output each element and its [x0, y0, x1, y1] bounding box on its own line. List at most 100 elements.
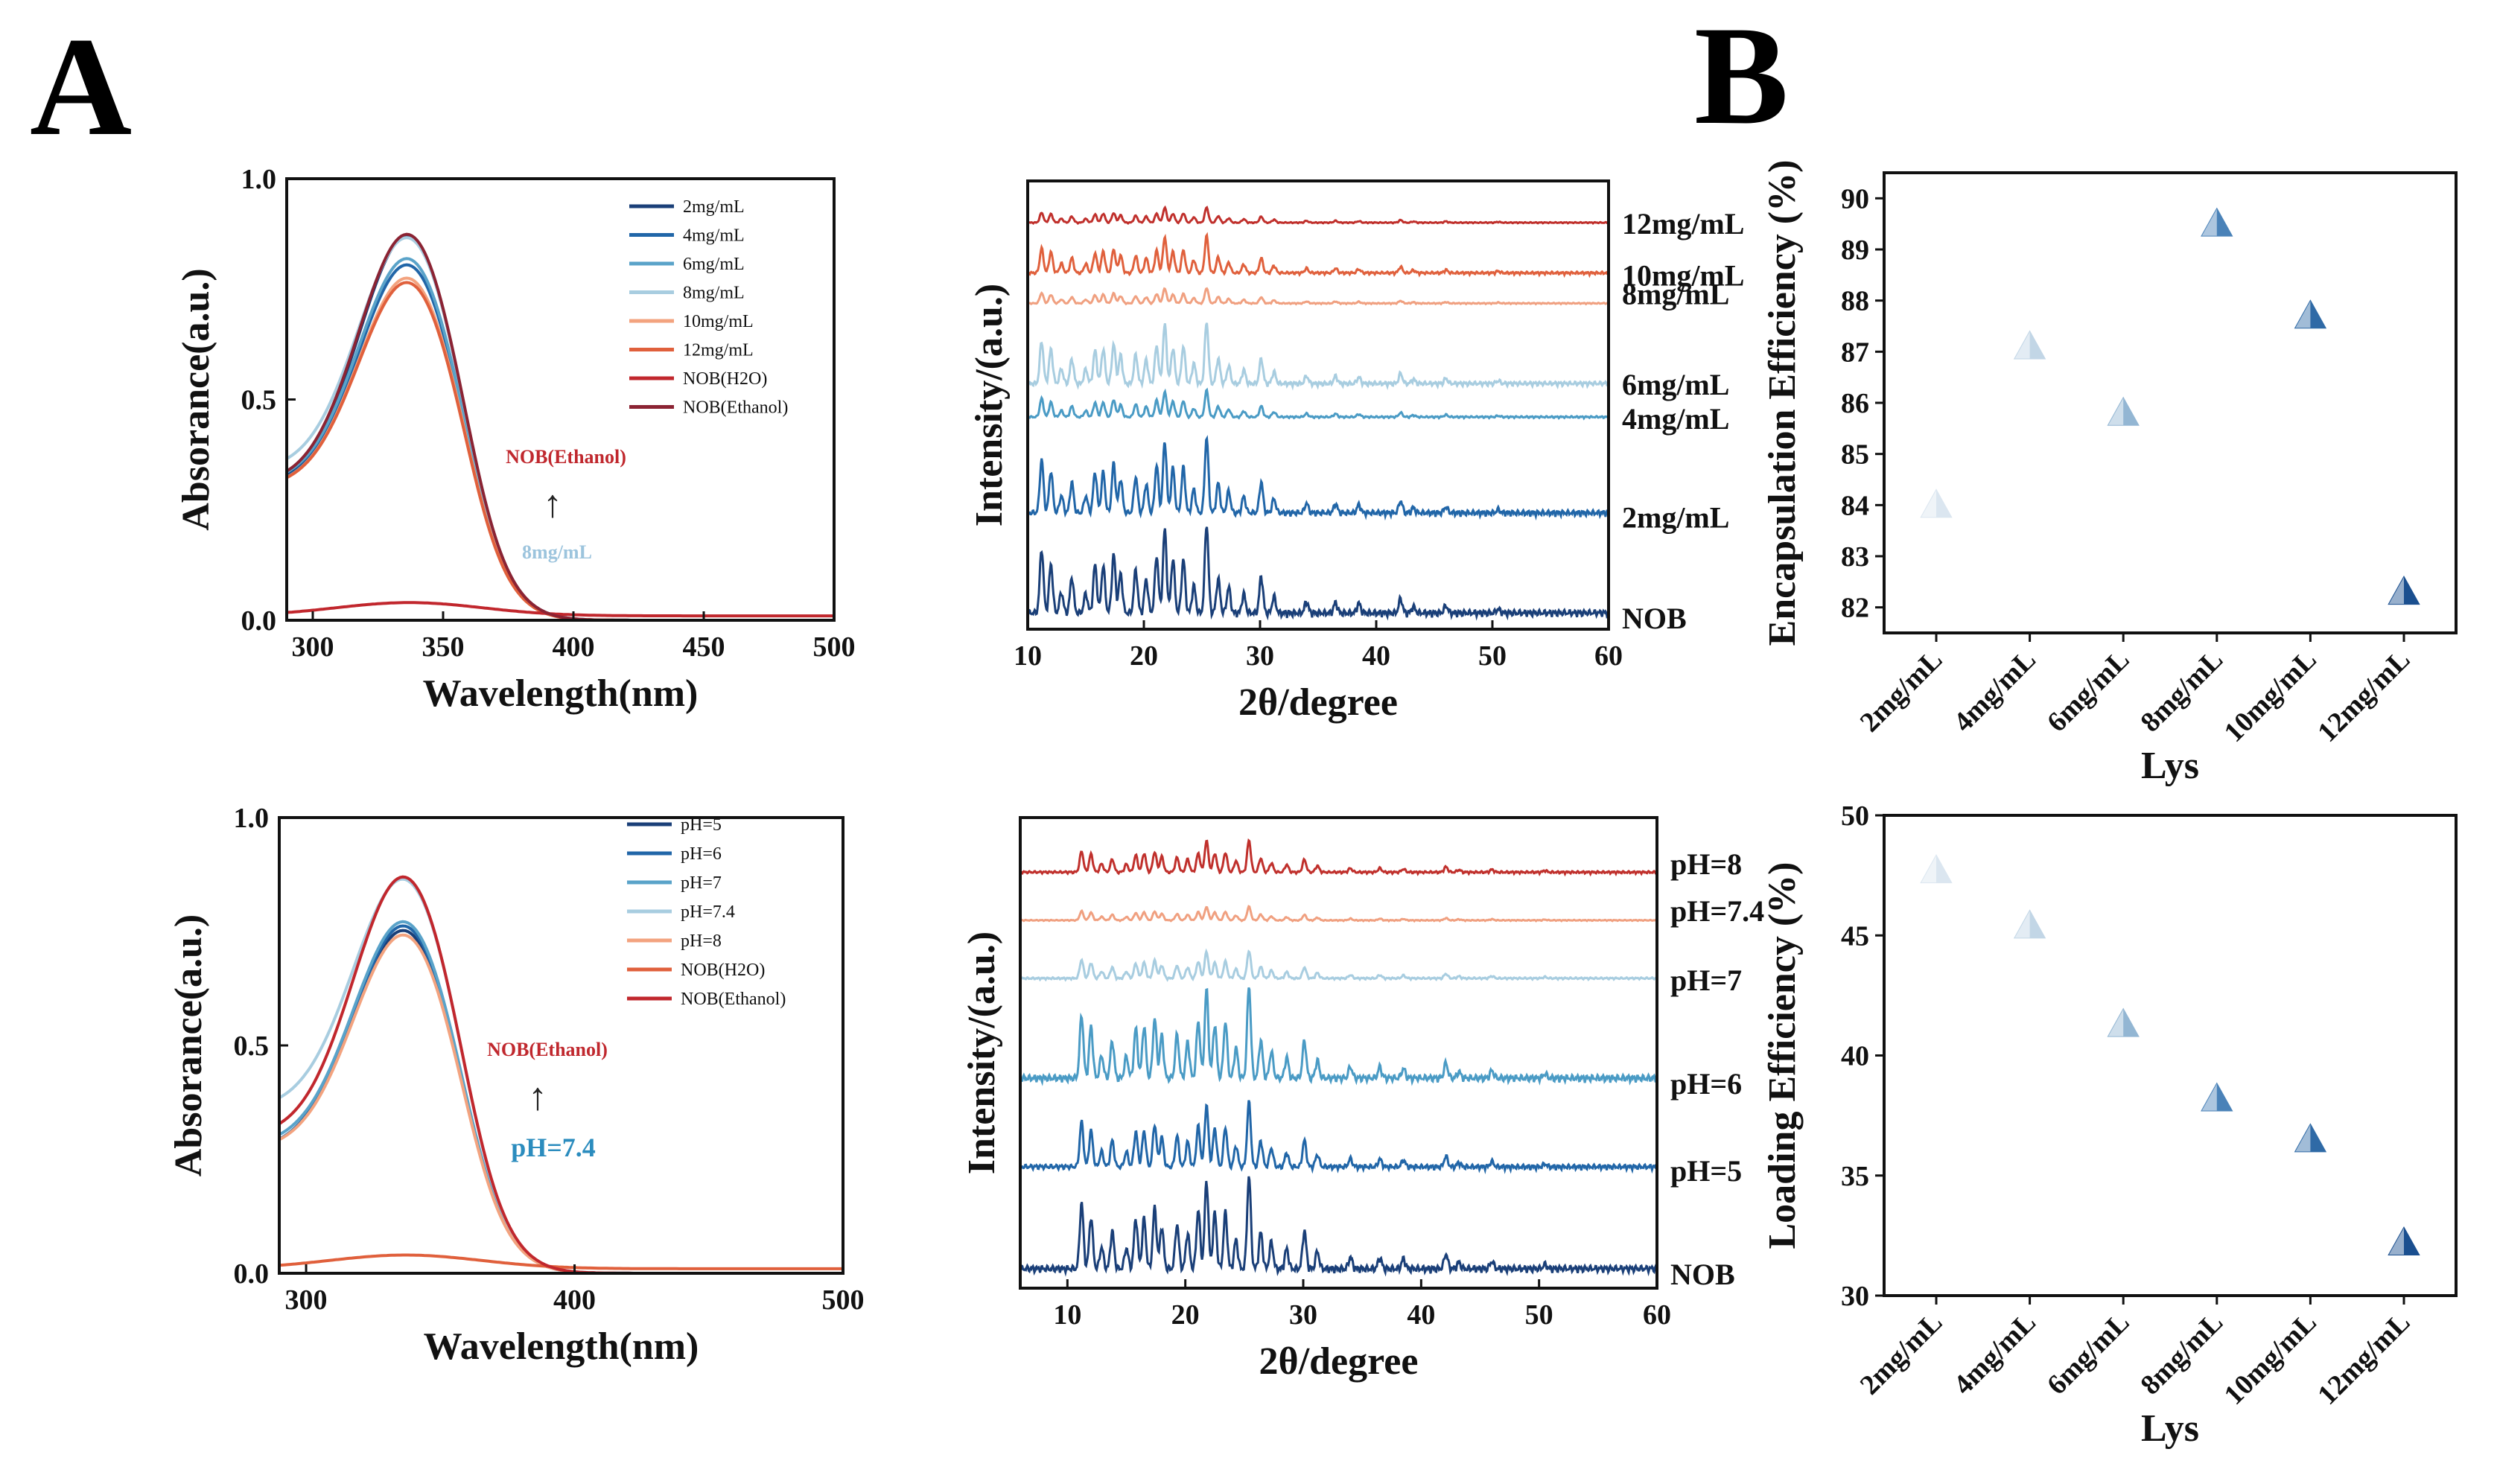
plot-frame [1883, 171, 2458, 634]
series-line-nob [1019, 1176, 1658, 1277]
encapsulation-efficiency-chart: 82 83 84 85 86 87 88 89 90 2mg/mL4mg/mL6mg/mL8mg/… [1761, 160, 2458, 787]
x-axis-title: Wavelength(nm) [423, 672, 699, 715]
y-tick-label: 83 [1841, 541, 1869, 573]
data-point-highlight [2201, 208, 2217, 236]
data-point-highlight [2389, 1228, 2404, 1255]
legend-label-6mg-ml: 6mg/mL [683, 255, 745, 274]
data-point-highlight [2295, 301, 2311, 328]
legend-label-nob-h2o: NOB(H2O) [681, 961, 765, 980]
legend-label-ph-5: pH=5 [681, 815, 722, 835]
x-tick-label: 40 [1362, 640, 1390, 672]
x-tick-label: 10mg/mL [2218, 644, 2323, 748]
x-tick-label: 60 [1594, 640, 1623, 672]
data-point-8mg-ml [2201, 1082, 2233, 1112]
series-line-8mg-ml [1027, 287, 1609, 306]
data-point-10mg-ml [2294, 1123, 2327, 1153]
y-tick-label: 90 [1841, 183, 1869, 214]
y-tick-label: 89 [1841, 235, 1869, 266]
loading-efficiency-chart: 30 35 40 45 50 2mg/mL4mg/mL6mg/mL8mg/mL10mg/m… [1761, 800, 2458, 1450]
y-tick-label: 50 [1841, 800, 1869, 832]
data-point-6mg-ml [2107, 1007, 2140, 1037]
y-tick-label: 84 [1841, 490, 1869, 521]
y-axis-title: Absorance(a.u.) [168, 914, 210, 1176]
series-line-2mg-ml [1026, 435, 1610, 521]
trace-label-8mg-ml: 8mg/mL [1622, 278, 1729, 311]
trace-label-ph-7: pH=7 [1670, 964, 1742, 997]
y-tick-label: 35 [1841, 1161, 1869, 1192]
legend-label-ph-7: pH=7 [681, 873, 722, 893]
uv-spectrum-concentration-chart: 300 350 400 450 500 0.0 0.5 1.0 Wavelength(nm) Ab… [175, 164, 856, 715]
series-line-ph-5 [1019, 1100, 1657, 1175]
x-axis-title: Lys [2141, 745, 2199, 787]
y-axis-title: Encapsulation Efficiency (%) [1761, 160, 1804, 646]
x-tick-label: 8mg/mL [2134, 1307, 2229, 1401]
panel-label-a: A [30, 9, 132, 165]
x-tick-label: 400 [553, 1284, 596, 1316]
series-line-ph-7-4 [278, 877, 843, 1275]
annotation-arrow: ↑ [543, 483, 562, 526]
y-axis-title: Loading Efficiency (%) [1761, 862, 1804, 1249]
legend-label-nob-h2o: NOB(H2O) [683, 369, 767, 389]
x-tick-label: 6mg/mL [2041, 1307, 2136, 1401]
data-point-10mg-ml [2294, 299, 2327, 329]
legend-label-ph-6: pH=6 [681, 844, 722, 864]
annotation-bottom: pH=7.4 [511, 1133, 596, 1162]
data-point-8mg-ml [2201, 207, 2233, 237]
x-tick-label: 40 [1407, 1299, 1435, 1331]
trace-label-10mg-ml: 10mg/mL [1622, 258, 1744, 292]
legend-label-2mg-ml: 2mg/mL [683, 197, 745, 217]
series-line-12mg-ml [1027, 205, 1609, 226]
data-point-4mg-ml [2013, 330, 2046, 360]
x-tick-label: 4mg/mL [1947, 1307, 2042, 1401]
x-tick-label: 8mg/mL [2134, 644, 2229, 739]
x-tick-label: 20 [1130, 640, 1158, 672]
x-tick-label: 500 [813, 631, 856, 663]
y-tick-label: 45 [1841, 920, 1869, 952]
trace-label-6mg-ml: 6mg/mL [1622, 368, 1729, 401]
x-tick-label: 50 [1478, 640, 1507, 672]
y-tick-label: 1.0 [241, 164, 277, 195]
x-axis-title: Lys [2141, 1407, 2199, 1450]
x-tick-label: 2mg/mL [1854, 644, 1949, 739]
annotation-bottom: 8mg/mL [522, 541, 592, 563]
y-tick-label: 40 [1841, 1041, 1869, 1072]
data-point-highlight [1921, 856, 1936, 883]
series-line-10mg-ml [1027, 232, 1609, 278]
series-line-nob-h2o [286, 601, 834, 618]
y-axis-title: Absorance(a.u.) [175, 268, 217, 530]
x-tick-label: 50 [1525, 1299, 1553, 1331]
x-tick-label: 4mg/mL [1947, 644, 2042, 739]
x-tick-label: 30 [1289, 1299, 1317, 1331]
legend-label-12mg-ml: 12mg/mL [683, 341, 754, 360]
y-tick-label: 0.5 [241, 385, 277, 416]
annotation-arrow: ↑ [528, 1076, 547, 1118]
x-axis-title: Wavelength(nm) [424, 1325, 699, 1368]
x-tick-label: 20 [1171, 1299, 1200, 1331]
x-tick-label: 300 [285, 1284, 328, 1316]
series-line-nob-h2o [279, 1253, 843, 1270]
series-line-6mg-ml [1026, 322, 1610, 391]
panel-label-b: B [1694, 0, 1789, 154]
y-tick-label: 86 [1841, 388, 1869, 419]
x-tick-label: 30 [1246, 640, 1274, 672]
trace-label-nob: NOB [1622, 602, 1687, 635]
trace-label-4mg-ml: 4mg/mL [1622, 402, 1729, 436]
plot-frame [1883, 814, 2458, 1297]
series-line-ph-7 [1019, 948, 1657, 982]
trace-label-ph-5: pH=5 [1670, 1154, 1742, 1188]
series-line-ph-7-4 [1020, 905, 1657, 923]
y-tick-label: 88 [1841, 286, 1869, 317]
y-tick-label: 82 [1841, 593, 1869, 624]
x-tick-label: 10mg/mL [2218, 1307, 2323, 1411]
y-tick-label: 0.0 [234, 1258, 270, 1290]
y-tick-label: 30 [1841, 1281, 1869, 1312]
legend-label-ph-8: pH=8 [681, 932, 722, 951]
data-point-4mg-ml [2013, 909, 2046, 939]
x-tick-label: 400 [553, 631, 595, 663]
x-tick-label: 500 [822, 1284, 865, 1316]
series-line-4mg-ml [1027, 387, 1609, 421]
x-tick-label: 450 [683, 631, 725, 663]
trace-label-12mg-ml: 12mg/mL [1622, 207, 1744, 241]
y-tick-label: 0.5 [234, 1031, 270, 1062]
